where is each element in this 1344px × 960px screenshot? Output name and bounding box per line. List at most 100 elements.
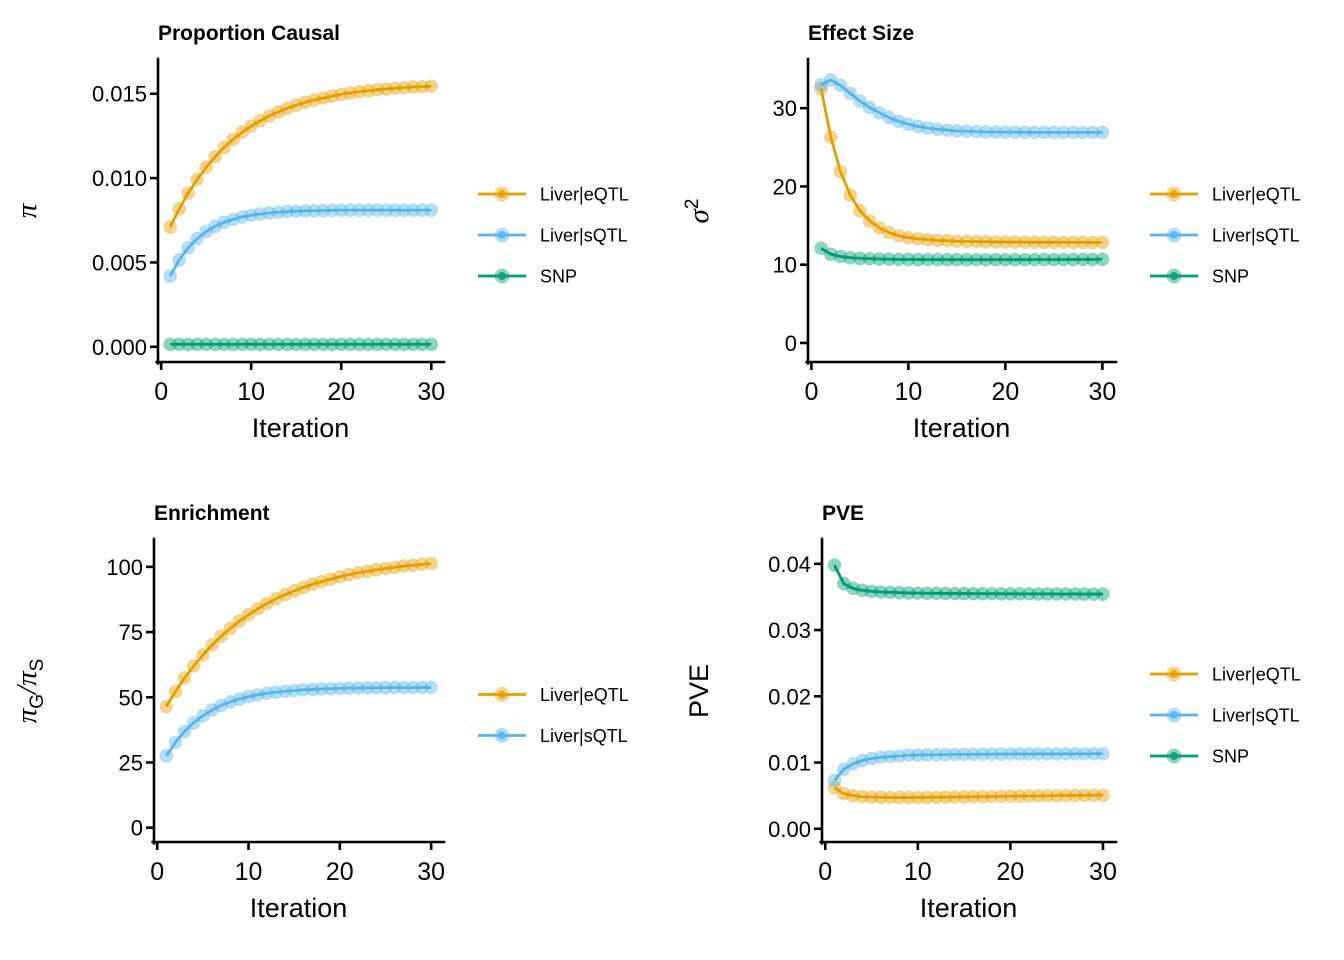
data-point bbox=[181, 240, 195, 255]
data-point bbox=[177, 671, 192, 685]
data-point bbox=[862, 214, 877, 228]
data-point bbox=[1077, 747, 1092, 761]
data-point bbox=[343, 203, 358, 217]
data-point bbox=[1008, 125, 1022, 140]
chart-title: PVE bbox=[822, 502, 864, 525]
data-point bbox=[930, 252, 945, 267]
data-point bbox=[223, 621, 238, 636]
data-point bbox=[352, 203, 367, 217]
data-point bbox=[966, 747, 981, 762]
data-point bbox=[938, 586, 953, 601]
legend-key-point bbox=[498, 731, 506, 740]
data-point bbox=[1086, 788, 1101, 803]
data-point bbox=[836, 786, 851, 801]
data-point bbox=[957, 747, 971, 762]
data-point bbox=[940, 123, 954, 137]
data-point bbox=[823, 247, 838, 261]
data-point bbox=[159, 699, 174, 714]
data-point bbox=[853, 251, 867, 266]
data-point bbox=[378, 680, 393, 695]
y-tick-label: 100 bbox=[106, 555, 143, 580]
data-point bbox=[920, 586, 934, 601]
chart-4: PVE 0.00 0.01 0.02 0.03 0.04 0 10 20 30 Iteration P… bbox=[684, 502, 1301, 923]
data-point bbox=[833, 249, 848, 264]
data-point bbox=[190, 231, 204, 246]
data-point bbox=[287, 584, 301, 598]
y-axis-title-part: 2 bbox=[682, 199, 703, 210]
data-point bbox=[262, 337, 277, 352]
data-point bbox=[271, 205, 286, 219]
data-point bbox=[833, 78, 848, 93]
data-point bbox=[406, 680, 420, 695]
data-point bbox=[855, 583, 870, 598]
legend-key-point bbox=[1170, 752, 1178, 760]
data-point bbox=[205, 638, 219, 652]
data-point bbox=[901, 790, 916, 805]
data-point bbox=[920, 790, 934, 805]
legend-item: Liver|sQTL bbox=[1150, 706, 1300, 726]
data-point bbox=[325, 89, 340, 103]
data-point bbox=[957, 790, 971, 804]
y-axis-title-part: PVE bbox=[684, 664, 714, 718]
data-point bbox=[250, 602, 265, 616]
x-tick-label: 20 bbox=[327, 378, 355, 406]
data-point bbox=[244, 208, 258, 223]
data-point bbox=[370, 82, 385, 97]
data-point bbox=[966, 586, 981, 601]
data-point bbox=[1003, 586, 1018, 601]
x-axis-title: Iteration bbox=[913, 413, 1011, 443]
x-tick-label: 30 bbox=[1088, 378, 1116, 406]
y-axis-title-part: G bbox=[27, 694, 48, 709]
legend-item: Liver|eQTL bbox=[478, 185, 629, 205]
data-point bbox=[892, 749, 907, 763]
data-point bbox=[930, 122, 945, 137]
data-point bbox=[911, 232, 925, 246]
legend-key-point bbox=[498, 190, 506, 198]
data-point bbox=[891, 228, 906, 243]
data-point bbox=[298, 95, 313, 110]
data-point bbox=[406, 203, 421, 217]
data-point bbox=[415, 79, 430, 94]
data-point bbox=[406, 80, 421, 94]
data-point bbox=[1096, 587, 1110, 601]
data-point bbox=[1086, 587, 1101, 601]
legend: Liver|eQTL Liver|sQTL SNP bbox=[1150, 665, 1301, 767]
data-point bbox=[883, 749, 897, 764]
y-tick-label: 0.000 bbox=[92, 335, 147, 360]
data-point bbox=[253, 113, 268, 128]
series-line bbox=[819, 88, 1103, 244]
data-point bbox=[424, 203, 439, 217]
data-point bbox=[1040, 788, 1055, 803]
data-point bbox=[314, 682, 329, 696]
data-point bbox=[1040, 747, 1055, 761]
data-point bbox=[342, 681, 356, 695]
data-point bbox=[969, 124, 984, 139]
data-point bbox=[196, 708, 210, 723]
series-line bbox=[833, 752, 1103, 782]
data-point bbox=[415, 680, 429, 695]
x-axis-title: Iteration bbox=[250, 893, 348, 923]
legend-item-label: Liver|eQTL bbox=[540, 685, 629, 705]
panel-pve: PVE 0.00 0.01 0.02 0.03 0.04 0 10 20 30 Iteration P… bbox=[672, 480, 1344, 960]
data-point bbox=[1047, 235, 1061, 250]
data-point bbox=[901, 586, 916, 600]
x-tick-label: 10 bbox=[237, 378, 265, 406]
x-tick-label: 0 bbox=[818, 858, 832, 886]
data-point bbox=[361, 337, 376, 352]
y-axis-title-part: π bbox=[11, 670, 43, 686]
data-point bbox=[397, 203, 412, 217]
data-point bbox=[168, 735, 183, 750]
legend-item: Liver|sQTL bbox=[478, 226, 628, 246]
legend-item: Liver|sQTL bbox=[478, 726, 628, 746]
chart-1: Proportion Causal 0.000 0.005 0.010 0.015 0 10… bbox=[11, 22, 629, 443]
legend-item: SNP bbox=[478, 267, 577, 287]
data-point bbox=[226, 132, 240, 147]
data-point bbox=[985, 747, 999, 761]
data-point bbox=[938, 747, 953, 762]
data-point bbox=[883, 790, 897, 805]
data-point bbox=[1003, 747, 1018, 761]
data-point bbox=[360, 564, 375, 579]
data-point bbox=[415, 337, 430, 352]
data-point bbox=[1040, 587, 1055, 601]
y-tick-label: 0.005 bbox=[92, 250, 147, 275]
